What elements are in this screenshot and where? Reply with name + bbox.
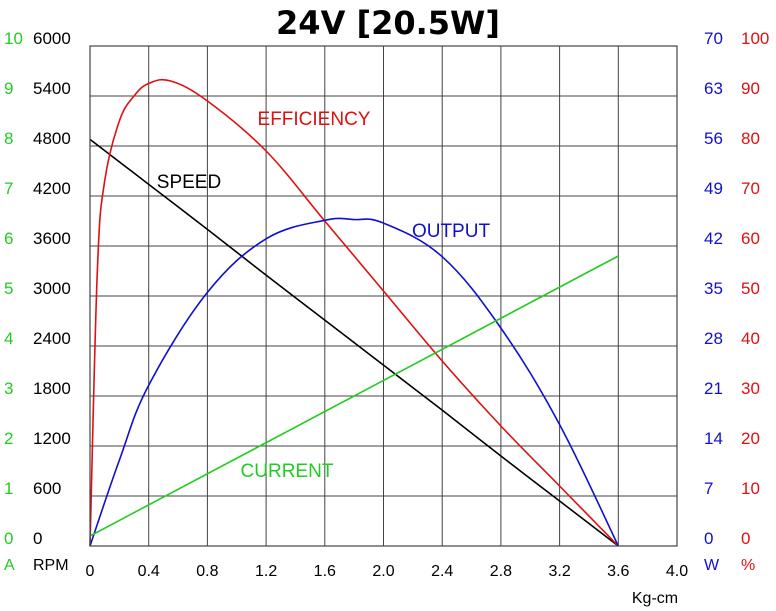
- chart-title: 24V [20.5W]: [276, 4, 500, 42]
- current-axis-tick-label: 7: [4, 179, 13, 198]
- series-output-line: [89, 217, 620, 547]
- efficiency-axis-tick-label: 0: [741, 529, 750, 548]
- output-axis-tick-label: 28: [704, 329, 723, 348]
- plot-frame: [89, 45, 678, 547]
- efficiency-axis-tick-label: 90: [741, 79, 760, 98]
- output-axis-tick-label: 0: [704, 529, 713, 548]
- series-speed-label: SPEED: [157, 172, 221, 193]
- x-tick-label: 2.0: [372, 563, 394, 580]
- efficiency-axis-tick-label: 100: [741, 29, 769, 48]
- series-efficiency-label: EFFICIENCY: [258, 109, 371, 130]
- speed-axis-tick-label: 6000: [33, 29, 71, 48]
- x-tick-label: 1.6: [314, 563, 336, 580]
- current-axis-tick-label: 5: [4, 279, 13, 298]
- current-axis-tick-label: 0: [4, 529, 13, 548]
- series: [89, 78, 620, 547]
- current-axis-tick-label: 8: [4, 129, 13, 148]
- efficiency-axis-tick-label: 70: [741, 179, 760, 198]
- current-axis-tick-label: 6: [4, 229, 13, 248]
- output-axis-tick-label: 63: [704, 79, 723, 98]
- speed-axis-tick-label: 2400: [33, 329, 71, 348]
- output-axis-tick-label: 49: [704, 179, 723, 198]
- series-efficiency-line: [89, 78, 619, 547]
- speed-axis-tick-label: 0: [33, 529, 42, 548]
- efficiency-axis-tick-label: 20: [741, 429, 760, 448]
- output-axis-tick-label: 35: [704, 279, 723, 298]
- output-axis-unit: W: [704, 557, 720, 574]
- speed-axis-tick-label: 3600: [33, 229, 71, 248]
- output-axis-tick-label: 21: [704, 379, 723, 398]
- current-axis-tick-label: 1: [4, 479, 13, 498]
- x-tick-label: 2.8: [490, 563, 512, 580]
- current-axis-tick-label: 4: [4, 329, 13, 348]
- output-axis-tick-label: 56: [704, 129, 723, 148]
- current-axis-tick-label: 10: [4, 29, 23, 48]
- series-speed-line: [89, 138, 619, 547]
- current-axis-tick-label: 2: [4, 429, 13, 448]
- x-tick-label: 3.6: [607, 563, 629, 580]
- efficiency-axis-tick-label: 40: [741, 329, 760, 348]
- x-tick-label: 1.2: [255, 563, 277, 580]
- output-axis-tick-label: 14: [704, 429, 723, 448]
- speed-axis-tick-label: 5400: [33, 79, 71, 98]
- output-axis-tick-label: 7: [704, 479, 713, 498]
- series-current-line: [89, 255, 619, 537]
- speed-axis-unit: RPM: [33, 557, 69, 574]
- efficiency-axis-tick-label: 50: [741, 279, 760, 298]
- speed-axis-tick-label: 4200: [33, 179, 71, 198]
- x-tick-label: 0.8: [196, 563, 218, 580]
- current-axis-tick-label: 9: [4, 79, 13, 98]
- efficiency-axis-tick-label: 80: [741, 129, 760, 148]
- efficiency-axis-unit: %: [741, 557, 755, 574]
- speed-axis-tick-label: 600: [33, 479, 61, 498]
- output-axis-tick-label: 70: [704, 29, 723, 48]
- speed-axis-tick-label: 4800: [33, 129, 71, 148]
- speed-axis-tick-label: 3000: [33, 279, 71, 298]
- current-axis-tick-label: 3: [4, 379, 13, 398]
- x-axis-label: Kg-cm: [632, 590, 678, 607]
- grid: [90, 46, 677, 546]
- current-axis-unit: A: [4, 557, 15, 574]
- output-axis-tick-label: 42: [704, 229, 723, 248]
- efficiency-axis-tick-label: 30: [741, 379, 760, 398]
- axes: 0 0.4 0.8 1.2 1.6 2.0 2.4 2.8 3.2 3.6 4.0 0 0 0 0 1 600 7…: [4, 29, 769, 580]
- x-tick-label: 0: [86, 563, 95, 580]
- series-current-label: CURRENT: [241, 461, 334, 482]
- efficiency-axis-tick-label: 60: [741, 229, 760, 248]
- speed-axis-tick-label: 1200: [33, 429, 71, 448]
- efficiency-axis-tick-label: 10: [741, 479, 760, 498]
- series-output-label: OUTPUT: [412, 221, 491, 242]
- speed-axis-tick-label: 1800: [33, 379, 71, 398]
- x-tick-label: 3.2: [548, 563, 570, 580]
- x-tick-label: 2.4: [431, 563, 453, 580]
- x-tick-label: 0.4: [138, 563, 160, 580]
- series-labels: SPEED EFFICIENCY OUTPUT CURRENT: [157, 109, 491, 482]
- x-tick-label: 4.0: [666, 563, 688, 580]
